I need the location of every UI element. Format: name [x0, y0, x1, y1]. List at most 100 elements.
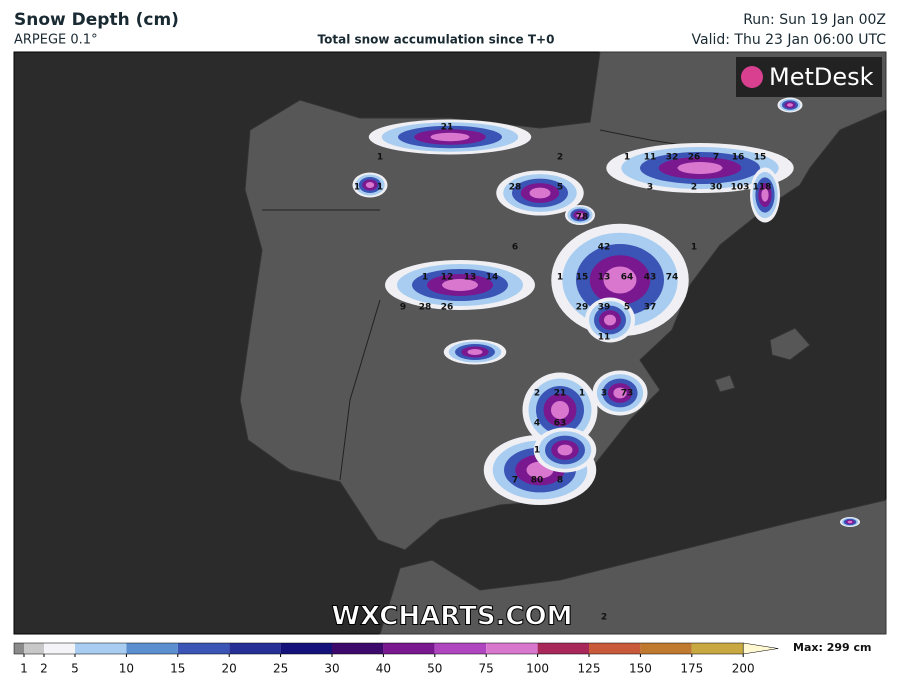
colorbar-segment: [383, 643, 435, 654]
point-label: 15: [754, 153, 767, 163]
snow-area: [576, 212, 584, 218]
point-label: 26: [441, 303, 454, 313]
point-label: 3: [647, 183, 653, 193]
colorbar-label: 20: [222, 662, 237, 676]
point-label: 73: [621, 389, 634, 399]
point-label: 12: [441, 273, 454, 283]
colorbar-label: 30: [324, 662, 339, 676]
logo: MetDesk: [769, 63, 874, 91]
point-label: 1: [354, 183, 360, 193]
colorbar-segment: [486, 643, 538, 654]
point-label: 1: [377, 183, 383, 193]
point-label: 1: [691, 243, 697, 253]
point-label: 78: [576, 213, 589, 223]
point-label: 1: [557, 273, 563, 283]
point-label: 13: [598, 273, 611, 283]
point-label: 64: [621, 273, 634, 283]
snow-area: [529, 187, 551, 199]
point-label: 26: [688, 153, 701, 163]
model: ARPEGE 0.1°: [14, 33, 98, 48]
island: [769, 327, 811, 361]
colorbar-label: 75: [479, 662, 494, 676]
point-label: 32: [666, 153, 679, 163]
point-label: 2: [557, 153, 563, 163]
point-label: 1: [422, 273, 428, 283]
colorbar-label: 100: [526, 662, 549, 676]
point-label: 7: [512, 476, 518, 486]
title: Snow Depth (cm): [14, 10, 179, 30]
point-label: 14: [486, 273, 499, 283]
colorbar-label: 5: [71, 662, 79, 676]
point-label: 11: [644, 153, 657, 163]
point-label: 80: [531, 476, 544, 486]
snow-area: [603, 266, 637, 294]
colorbar-segment: [537, 643, 589, 654]
subtitle: Total snow accumulation since T+0: [318, 33, 555, 47]
colorbar-frame: [13, 642, 744, 655]
point-label: 28: [419, 303, 432, 313]
point-label: 74: [666, 273, 679, 283]
point-label: 5: [624, 303, 630, 313]
colorbar-segment: [24, 643, 44, 654]
colorbar-segment: [229, 643, 281, 654]
point-label: 37: [644, 303, 657, 313]
watermark: WXCHARTS.COM: [331, 602, 572, 632]
valid: Valid: Thu 23 Jan 06:00 UTC: [692, 32, 887, 48]
colorbar-segment: [280, 643, 332, 654]
point-label: 1: [377, 153, 383, 163]
colorbar-label: 10: [119, 662, 134, 676]
point-label: 30: [710, 183, 723, 193]
point-label: 42: [598, 243, 611, 253]
point-label: 39: [598, 303, 611, 313]
snow-layer: [352, 97, 860, 527]
point-label: 9: [400, 303, 406, 313]
point-label: 3: [601, 389, 607, 399]
land: [379, 499, 887, 635]
point-label: 63: [554, 419, 567, 429]
run: Run: Sun 19 Jan 00Z: [743, 12, 886, 28]
colorbar-segment: [126, 643, 178, 654]
colorbar-label: 175: [680, 662, 703, 676]
colorbar-label: 40: [376, 662, 391, 676]
snow-area: [467, 349, 483, 355]
point-label: 21: [441, 123, 454, 133]
snow-area: [787, 103, 793, 107]
island: [714, 374, 736, 393]
snow-area: [677, 162, 723, 174]
point-label: 118: [753, 183, 772, 193]
colorbar-label: 2: [40, 662, 48, 676]
point-label: 4: [534, 419, 540, 429]
colorbar-segment: [589, 643, 641, 654]
point-label: 2: [691, 183, 697, 193]
colorbar: 1 2 5 10 15 20 25 30 40 50 75 100 125 150 175 200: [13, 642, 779, 676]
point-label: 21: [554, 389, 567, 399]
point-label: 1: [579, 389, 585, 399]
colorbar-segment: [44, 643, 75, 654]
point-label: 5: [557, 183, 563, 193]
point-label: 15: [576, 273, 589, 283]
colorbar-segment: [75, 643, 127, 654]
colorbar-label: 150: [629, 662, 652, 676]
snow-area: [613, 387, 627, 399]
snow-area: [761, 188, 769, 202]
colorbar-segment: [177, 643, 230, 654]
snow-area: [365, 182, 375, 188]
colorbar-label: 25: [273, 662, 288, 676]
colorbar-segment: [434, 643, 487, 654]
colorbar-segment: [691, 643, 744, 654]
colorbar-arrow: [742, 642, 779, 655]
point-label: 1: [534, 446, 540, 456]
colorbar-segment: [332, 643, 384, 654]
point-label: 16: [732, 153, 745, 163]
point-label: 6: [512, 243, 518, 253]
colorbar-segment: [640, 643, 692, 654]
colorbar-segment: [14, 643, 24, 654]
point-label: 8: [557, 476, 563, 486]
snow-area: [430, 132, 470, 142]
point-label: 7: [713, 153, 719, 163]
point-label: 2: [601, 613, 607, 623]
colorbar-label: 125: [578, 662, 601, 676]
